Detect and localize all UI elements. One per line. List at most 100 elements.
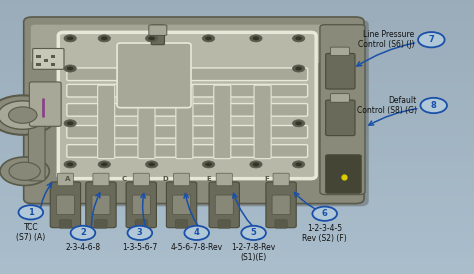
FancyBboxPatch shape xyxy=(126,182,156,228)
Circle shape xyxy=(205,162,212,166)
Circle shape xyxy=(250,35,262,42)
Circle shape xyxy=(101,36,108,40)
Circle shape xyxy=(0,95,57,135)
Circle shape xyxy=(146,35,158,42)
Circle shape xyxy=(253,162,259,166)
FancyBboxPatch shape xyxy=(176,85,193,159)
FancyBboxPatch shape xyxy=(275,220,287,228)
FancyBboxPatch shape xyxy=(117,43,191,108)
FancyBboxPatch shape xyxy=(93,173,109,186)
FancyBboxPatch shape xyxy=(209,182,239,228)
FancyBboxPatch shape xyxy=(326,155,361,193)
FancyBboxPatch shape xyxy=(132,195,150,215)
FancyBboxPatch shape xyxy=(326,53,355,89)
FancyBboxPatch shape xyxy=(67,84,308,97)
FancyBboxPatch shape xyxy=(330,47,349,56)
FancyBboxPatch shape xyxy=(173,195,191,215)
Text: 4-5-6-7-8-Rev: 4-5-6-7-8-Rev xyxy=(171,243,223,252)
FancyBboxPatch shape xyxy=(326,100,355,136)
FancyBboxPatch shape xyxy=(218,220,230,228)
Text: 5: 5 xyxy=(251,229,256,237)
Circle shape xyxy=(292,161,305,168)
Text: 2: 2 xyxy=(80,229,86,237)
Text: 1-2-7-8-Rev
(S1)(E): 1-2-7-8-Rev (S1)(E) xyxy=(231,243,276,262)
FancyBboxPatch shape xyxy=(215,195,233,215)
Text: C: C xyxy=(122,176,127,182)
FancyBboxPatch shape xyxy=(31,25,356,63)
FancyBboxPatch shape xyxy=(28,103,45,181)
Text: 3: 3 xyxy=(137,229,143,237)
FancyBboxPatch shape xyxy=(98,85,115,159)
Text: 8: 8 xyxy=(431,101,437,110)
FancyBboxPatch shape xyxy=(36,55,41,58)
FancyBboxPatch shape xyxy=(33,48,64,69)
FancyBboxPatch shape xyxy=(58,32,316,179)
FancyBboxPatch shape xyxy=(273,173,289,186)
Text: 4: 4 xyxy=(194,229,200,237)
Circle shape xyxy=(418,32,445,47)
Circle shape xyxy=(295,36,302,40)
FancyBboxPatch shape xyxy=(24,17,364,204)
FancyBboxPatch shape xyxy=(166,182,197,228)
FancyBboxPatch shape xyxy=(135,220,147,228)
Circle shape xyxy=(250,161,262,168)
Circle shape xyxy=(98,35,110,42)
Circle shape xyxy=(148,162,155,166)
Circle shape xyxy=(64,120,76,127)
Text: 7: 7 xyxy=(428,35,434,44)
Circle shape xyxy=(295,162,302,166)
Circle shape xyxy=(67,121,73,125)
Text: 1-2-3-4-5
Rev (S2) (F): 1-2-3-4-5 Rev (S2) (F) xyxy=(302,224,347,243)
FancyBboxPatch shape xyxy=(44,59,48,62)
FancyBboxPatch shape xyxy=(27,20,369,206)
Text: D: D xyxy=(162,176,168,182)
FancyBboxPatch shape xyxy=(29,82,61,126)
Text: A: A xyxy=(64,176,70,182)
Circle shape xyxy=(71,226,95,240)
Text: TCC
(S7) (A): TCC (S7) (A) xyxy=(16,223,46,242)
FancyBboxPatch shape xyxy=(149,25,167,35)
Circle shape xyxy=(9,162,40,180)
Text: F: F xyxy=(264,176,269,182)
FancyBboxPatch shape xyxy=(320,25,365,195)
FancyBboxPatch shape xyxy=(138,85,155,159)
FancyBboxPatch shape xyxy=(272,195,290,215)
Circle shape xyxy=(241,226,266,240)
Circle shape xyxy=(0,157,49,185)
Circle shape xyxy=(9,107,37,123)
FancyBboxPatch shape xyxy=(216,173,232,186)
FancyBboxPatch shape xyxy=(67,68,308,81)
Circle shape xyxy=(202,161,215,168)
Circle shape xyxy=(98,161,110,168)
FancyBboxPatch shape xyxy=(51,55,55,58)
FancyBboxPatch shape xyxy=(133,173,149,186)
Circle shape xyxy=(295,121,302,125)
Circle shape xyxy=(64,161,76,168)
FancyBboxPatch shape xyxy=(50,182,81,228)
Text: E: E xyxy=(206,176,211,182)
Text: Line Pressure
Control (S6) (J): Line Pressure Control (S6) (J) xyxy=(358,30,414,49)
Circle shape xyxy=(420,98,447,113)
Circle shape xyxy=(101,162,108,166)
Circle shape xyxy=(292,120,305,127)
FancyBboxPatch shape xyxy=(67,125,308,138)
Circle shape xyxy=(295,67,302,70)
FancyBboxPatch shape xyxy=(36,63,41,66)
Circle shape xyxy=(67,162,73,166)
FancyBboxPatch shape xyxy=(67,104,308,116)
Circle shape xyxy=(253,36,259,40)
FancyBboxPatch shape xyxy=(86,182,116,228)
FancyBboxPatch shape xyxy=(214,85,231,159)
Circle shape xyxy=(18,205,43,219)
Text: 1: 1 xyxy=(28,208,34,217)
FancyBboxPatch shape xyxy=(56,195,74,215)
Text: 1-3-5-6-7: 1-3-5-6-7 xyxy=(122,243,157,252)
Text: Default
Control (S8) (G): Default Control (S8) (G) xyxy=(356,96,417,115)
FancyBboxPatch shape xyxy=(51,63,55,66)
FancyBboxPatch shape xyxy=(67,145,308,157)
Circle shape xyxy=(0,101,47,129)
FancyBboxPatch shape xyxy=(59,220,72,228)
Circle shape xyxy=(292,35,305,42)
Text: 2-3-4-6-8: 2-3-4-6-8 xyxy=(65,243,100,252)
FancyBboxPatch shape xyxy=(254,85,271,159)
